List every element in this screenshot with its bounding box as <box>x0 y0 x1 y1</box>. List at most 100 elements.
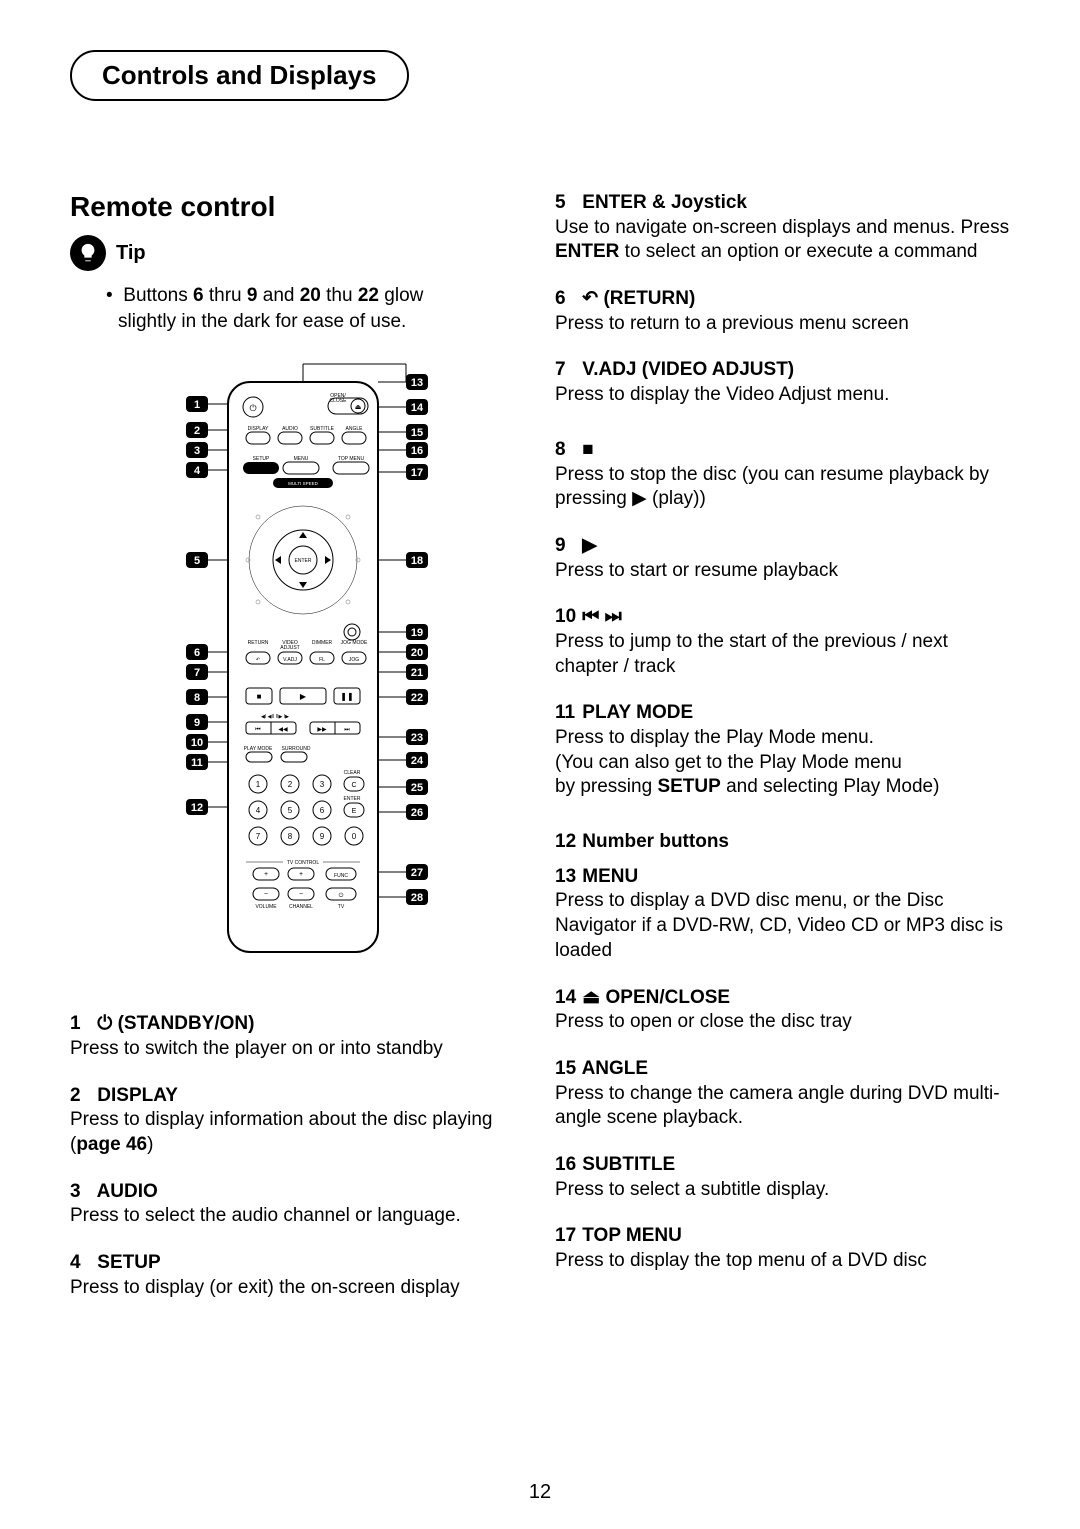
page-number: 12 <box>529 1481 551 1504</box>
svg-text:TV CONTROL: TV CONTROL <box>286 860 318 866</box>
item-2: 2 DISPLAY Press to display information a… <box>70 1084 525 1158</box>
item-11: 11 PLAY MODE Press to display the Play M… <box>555 701 1010 800</box>
svg-text:ADJUST: ADJUST <box>280 645 299 651</box>
tip-label: Tip <box>116 242 146 265</box>
svg-text:▶: ▶ <box>299 692 306 701</box>
svg-text:▶▶: ▶▶ <box>317 727 327 733</box>
item-13: 13 MENU Press to display a DVD disc menu… <box>555 865 1010 964</box>
svg-text:JOG MODE: JOG MODE <box>340 640 367 646</box>
svg-text:6: 6 <box>193 647 199 659</box>
svg-text:TV: TV <box>337 904 344 910</box>
item-15: 15 ANGLE Press to change the camera angl… <box>555 1057 1010 1131</box>
item-6: 6 ↶ (RETURN) Press to return to a previo… <box>555 287 1010 336</box>
item-12: 12 Number buttons <box>555 830 1010 855</box>
svg-text:❚❚: ❚❚ <box>340 692 353 701</box>
right-column: 5 ENTER & Joystick Use to navigate on-sc… <box>555 191 1010 1322</box>
svg-text:1: 1 <box>193 399 199 411</box>
svg-text:3: 3 <box>319 780 324 789</box>
svg-text:7: 7 <box>255 832 260 841</box>
item-3: 3 AUDIO Press to select the audio channe… <box>70 1180 525 1229</box>
svg-text:1: 1 <box>255 780 260 789</box>
svg-text:⏻: ⏻ <box>249 403 256 413</box>
svg-text:CLOSE: CLOSE <box>329 398 347 404</box>
item-9: 9 ▶ Press to start or resume playback <box>555 534 1010 583</box>
svg-text:⏏: ⏏ <box>354 404 361 411</box>
remote-diagram: ⏻ ⏏ OPEN/ CLOSE DISPLAYAUDIOSUBTITLEANGL… <box>70 352 525 972</box>
svg-text:SETUP: SETUP <box>252 456 269 462</box>
svg-text:⏻: ⏻ <box>338 892 343 899</box>
tip-text: • Buttons 6 thru 9 and 20 thu 22 glow sl… <box>106 283 525 334</box>
svg-text:7: 7 <box>193 667 199 679</box>
svg-text:9: 9 <box>319 832 324 841</box>
svg-text:10: 10 <box>190 737 202 749</box>
svg-text:CHANNEL: CHANNEL <box>289 904 313 910</box>
svg-text:4: 4 <box>193 465 200 477</box>
svg-text:15: 15 <box>410 427 422 439</box>
svg-text:ENTER: ENTER <box>294 558 311 564</box>
item-5: 5 ENTER & Joystick Use to navigate on-sc… <box>555 191 1010 265</box>
svg-text:23: 23 <box>410 732 422 744</box>
svg-text:◀I ◀II II▶ I▶: ◀I ◀II II▶ I▶ <box>261 714 289 720</box>
svg-text:8: 8 <box>287 832 292 841</box>
svg-text:JOG: JOG <box>348 657 358 663</box>
item-7: 7 V.ADJ (VIDEO ADJUST) Press to display … <box>555 358 1010 407</box>
svg-text:SURROUND: SURROUND <box>281 746 310 752</box>
item-16: 16 SUBTITLE Press to select a subtitle d… <box>555 1153 1010 1202</box>
svg-text:−: − <box>298 891 302 898</box>
svg-text:21: 21 <box>410 667 422 679</box>
svg-text:0: 0 <box>351 832 356 841</box>
svg-text:13: 13 <box>410 377 422 389</box>
svg-text:5: 5 <box>287 806 292 815</box>
svg-text:DISPLAY: DISPLAY <box>247 426 268 432</box>
svg-text:19: 19 <box>410 627 422 639</box>
svg-text:14: 14 <box>410 402 423 414</box>
svg-text:FUNC: FUNC <box>334 873 348 879</box>
svg-text:↶: ↶ <box>255 657 259 663</box>
svg-text:8: 8 <box>193 692 199 704</box>
svg-text:MULTI SPEED: MULTI SPEED <box>288 481 318 486</box>
svg-text:20: 20 <box>410 647 422 659</box>
svg-text:+: + <box>298 871 302 878</box>
svg-text:2: 2 <box>287 780 292 789</box>
section-header: Controls and Displays <box>70 50 409 101</box>
svg-text:FL: FL <box>319 657 325 663</box>
svg-text:12: 12 <box>190 802 202 814</box>
svg-text:22: 22 <box>410 692 422 704</box>
svg-text:C: C <box>351 782 356 789</box>
svg-text:6: 6 <box>319 806 324 815</box>
remote-control-title: Remote control <box>70 191 525 223</box>
svg-text:27: 27 <box>410 867 422 879</box>
svg-text:2: 2 <box>193 425 199 437</box>
svg-text:RETURN: RETURN <box>247 640 268 646</box>
svg-text:−: − <box>263 891 267 898</box>
svg-text:4: 4 <box>255 806 260 815</box>
svg-text:16: 16 <box>410 445 422 457</box>
item-1: 1 ⏻ (STANDBY/ON) Press to switch the pla… <box>70 1012 525 1061</box>
svg-text:■: ■ <box>256 692 261 701</box>
tip-icon <box>70 235 106 271</box>
svg-text:26: 26 <box>410 807 422 819</box>
svg-text:18: 18 <box>410 555 422 567</box>
item-14: 14 ⏏ OPEN/CLOSE Press to open or close t… <box>555 986 1010 1035</box>
svg-text:SUBTITLE: SUBTITLE <box>310 426 335 432</box>
svg-text:11: 11 <box>191 757 203 769</box>
svg-text:ANGLE: ANGLE <box>345 426 363 432</box>
svg-text:⏭: ⏭ <box>344 727 350 733</box>
svg-text:17: 17 <box>410 467 422 479</box>
svg-text:ENTER: ENTER <box>343 796 360 802</box>
svg-text:25: 25 <box>410 782 422 794</box>
item-17: 17 TOP MENU Press to display the top men… <box>555 1224 1010 1273</box>
svg-text:9: 9 <box>193 717 199 729</box>
svg-text:V.ADJ: V.ADJ <box>283 657 297 663</box>
svg-text:DIMMER: DIMMER <box>311 640 332 646</box>
svg-text:28: 28 <box>410 892 422 904</box>
svg-text:◀◀: ◀◀ <box>278 727 288 733</box>
svg-text:+: + <box>263 871 267 878</box>
svg-text:PLAY MODE: PLAY MODE <box>243 746 272 752</box>
item-4: 4 SETUP Press to display (or exit) the o… <box>70 1251 525 1300</box>
svg-text:MENU: MENU <box>293 456 308 462</box>
svg-text:E: E <box>351 808 356 815</box>
item-8: 8 ■ Press to stop the disc (you can resu… <box>555 438 1010 512</box>
svg-text:5: 5 <box>193 555 199 567</box>
svg-text:⏮: ⏮ <box>255 727 261 733</box>
